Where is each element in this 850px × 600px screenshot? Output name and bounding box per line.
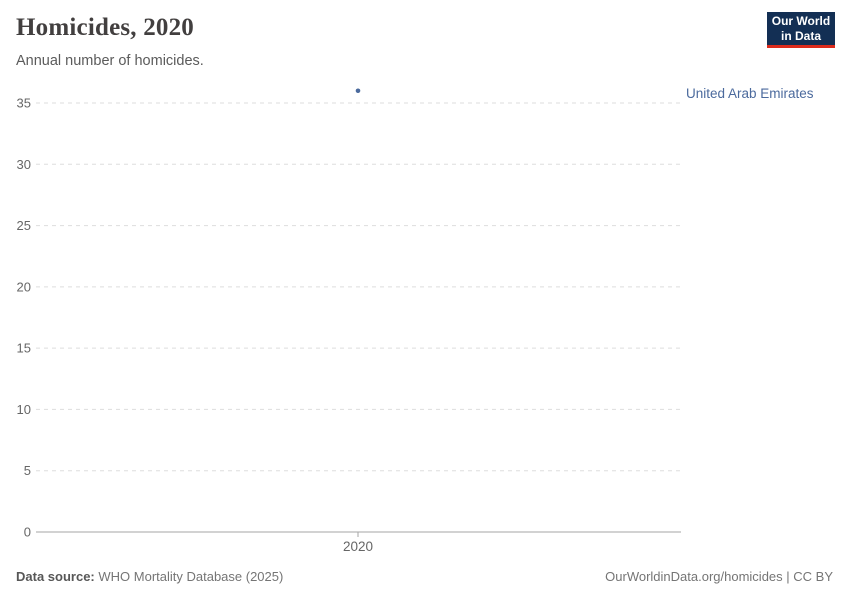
y-tick-label-5: 5 bbox=[24, 463, 31, 478]
y-tick-label-35: 35 bbox=[17, 96, 31, 111]
y-tick-label-10: 10 bbox=[17, 402, 31, 417]
footer-link[interactable]: OurWorldinData.org/homicides | CC BY bbox=[605, 569, 833, 584]
data-source-label: Data source: bbox=[16, 569, 95, 584]
y-tick-label-30: 30 bbox=[17, 157, 31, 172]
data-source-note: Data source: WHO Mortality Database (202… bbox=[16, 569, 283, 584]
owid-logo-line2: in Data bbox=[780, 28, 821, 43]
x-tick-label-2020: 2020 bbox=[343, 539, 373, 554]
chart-title: Homicides, 2020 bbox=[16, 14, 194, 41]
owid-logo[interactable]: Our World in Data bbox=[767, 12, 835, 48]
data-source-value: WHO Mortality Database (2025) bbox=[98, 569, 284, 584]
y-tick-label-15: 15 bbox=[17, 341, 31, 356]
y-tick-label-25: 25 bbox=[17, 218, 31, 233]
chart-subtitle: Annual number of homicides. bbox=[16, 53, 204, 69]
y-tick-label-0: 0 bbox=[24, 525, 31, 540]
y-tick-label-20: 20 bbox=[17, 279, 31, 294]
data-point[interactable] bbox=[355, 88, 361, 94]
owid-logo-line1: Our World bbox=[771, 14, 831, 29]
entity-label[interactable]: United Arab Emirates bbox=[686, 86, 814, 101]
